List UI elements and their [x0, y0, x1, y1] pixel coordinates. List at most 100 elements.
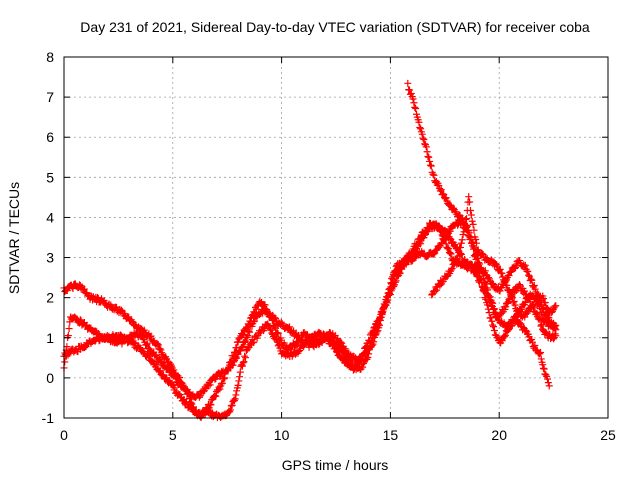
y-tick-label: 1: [46, 330, 54, 346]
data-point: [430, 220, 438, 228]
chart-title: Day 231 of 2021, Sidereal Day-to-day VTE…: [80, 19, 590, 35]
data-point: [503, 299, 511, 307]
y-tick-label: 3: [46, 250, 54, 266]
data-point: [508, 320, 516, 328]
data-point: [388, 279, 396, 287]
data-point: [418, 130, 426, 138]
data-point: [216, 373, 224, 381]
data-point: [421, 231, 429, 239]
data-point: [474, 262, 482, 270]
data-point: [505, 272, 513, 280]
data-point: [271, 314, 279, 322]
data-point: [437, 186, 445, 194]
data-point: [436, 242, 444, 250]
data-point: [105, 300, 113, 308]
data-point: [456, 243, 464, 251]
data-point: [161, 354, 169, 362]
data-point: [522, 290, 530, 298]
data-point: [295, 348, 303, 356]
data-point: [276, 344, 284, 352]
data-point: [384, 289, 392, 297]
x-tick-label: 15: [383, 427, 399, 443]
data-point: [187, 403, 195, 411]
data-point: [537, 355, 545, 363]
data-point: [458, 214, 466, 222]
data-point: [475, 268, 483, 276]
data-point: [363, 350, 371, 358]
data-point: [552, 332, 560, 340]
data-points: [60, 79, 560, 422]
data-point: [275, 340, 283, 348]
data-point: [439, 190, 447, 198]
data-point: [411, 103, 419, 111]
data-point: [550, 323, 558, 331]
data-point: [524, 294, 532, 302]
data-point: [538, 321, 546, 329]
data-point: [507, 319, 515, 327]
data-point: [206, 400, 214, 408]
data-point: [265, 322, 273, 330]
data-point: [63, 343, 71, 351]
data-point: [236, 368, 244, 376]
data-point: [515, 318, 523, 326]
data-point: [452, 258, 460, 266]
data-point: [447, 250, 455, 258]
data-point: [433, 286, 441, 294]
y-tick-label: 2: [46, 290, 54, 306]
data-point: [470, 245, 478, 253]
data-point: [397, 265, 405, 273]
data-point: [250, 317, 258, 325]
data-point: [172, 374, 180, 382]
data-point: [522, 326, 530, 334]
data-point: [436, 227, 444, 235]
data-point: [65, 325, 73, 333]
data-point: [212, 375, 220, 383]
data-point: [511, 265, 519, 273]
data-point: [470, 252, 478, 260]
data-point: [93, 294, 101, 302]
data-point: [484, 305, 492, 313]
y-tick-label: 5: [46, 169, 54, 185]
data-point: [142, 341, 150, 349]
data-point: [128, 317, 136, 325]
data-point: [530, 281, 538, 289]
data-point: [380, 300, 388, 308]
data-point: [422, 143, 430, 151]
x-tick-label: 20: [491, 427, 507, 443]
data-point: [470, 226, 478, 234]
data-point: [481, 278, 489, 286]
data-point: [445, 245, 453, 253]
data-point: [479, 286, 487, 294]
y-tick-label: -1: [42, 410, 55, 426]
data-point: [538, 306, 546, 314]
data-point: [374, 320, 382, 328]
data-point: [465, 229, 473, 237]
y-tick-label: 0: [46, 370, 54, 386]
data-point: [442, 194, 450, 202]
data-point: [466, 207, 474, 215]
data-point: [426, 161, 434, 169]
data-point: [440, 236, 448, 244]
data-point: [73, 315, 81, 323]
data-point: [80, 344, 88, 352]
data-point: [231, 395, 239, 403]
data-point: [168, 380, 176, 388]
data-point: [425, 153, 433, 161]
y-tick-label: 6: [46, 129, 54, 145]
data-point: [238, 362, 246, 370]
data-point: [375, 316, 383, 324]
data-point: [435, 182, 443, 190]
data-point: [268, 329, 276, 337]
data-point: [156, 345, 164, 353]
data-point: [542, 371, 550, 379]
data-point: [174, 390, 182, 398]
data-point: [337, 338, 345, 346]
data-point: [379, 309, 387, 317]
data-point: [516, 281, 524, 289]
data-point: [392, 277, 400, 285]
data-point: [437, 226, 445, 234]
y-tick-label: 8: [46, 49, 54, 65]
data-point: [368, 337, 376, 345]
